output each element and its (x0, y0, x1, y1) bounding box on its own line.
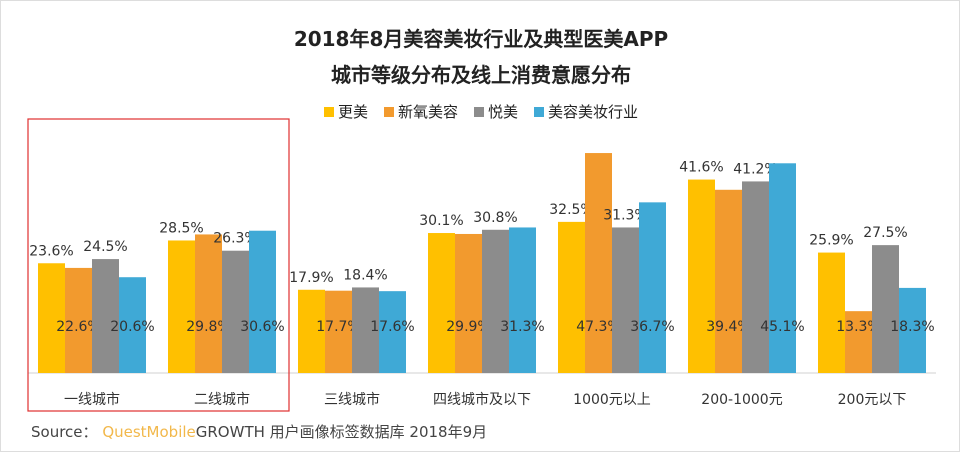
bar (168, 240, 195, 373)
data-label: 31.3% (603, 207, 647, 223)
bar (612, 227, 639, 373)
data-label: 23.6% (29, 243, 73, 259)
bar (298, 289, 325, 373)
legend-item: 美容美妆行业 (534, 101, 638, 122)
bar (899, 287, 926, 373)
bar (872, 245, 899, 373)
legend-swatch (323, 107, 334, 117)
x-tick-label: 200-1000元 (701, 392, 782, 408)
bar (715, 189, 742, 373)
data-label: 30.1% (419, 213, 463, 229)
data-label: 45.1% (760, 319, 804, 335)
bar (742, 181, 769, 373)
data-label: 26.3% (213, 231, 257, 247)
data-label: 32.5% (549, 202, 593, 218)
data-label: 30.6% (240, 319, 284, 335)
bar (352, 287, 379, 373)
bar (688, 179, 715, 373)
bar (119, 277, 146, 373)
source-brand: QuestMobile (102, 423, 196, 441)
bar (65, 267, 92, 373)
x-tick-label: 四线城市及以下 (433, 391, 531, 408)
data-label: 31.3% (500, 319, 544, 335)
x-tick-label: 二线城市 (194, 391, 250, 408)
data-label: 18.3% (890, 319, 934, 335)
legend-item: 新氧美容 (383, 101, 458, 122)
data-label: 24.5% (83, 239, 127, 255)
bar (509, 227, 536, 373)
highlight-box (27, 118, 290, 412)
data-label: 29.8% (186, 319, 230, 335)
data-label: 13.3% (836, 319, 880, 335)
data-label: 22.6% (56, 319, 100, 335)
data-label: 17.9% (289, 270, 333, 286)
bar (428, 233, 455, 373)
bar (92, 259, 119, 373)
bar (585, 153, 612, 373)
legend-label: 新氧美容 (397, 103, 458, 121)
legend-swatch (383, 107, 394, 117)
bar (482, 229, 509, 373)
x-tick-label: 200元以下 (838, 392, 907, 408)
bar (325, 290, 352, 373)
data-label: 20.6% (110, 319, 154, 335)
bar (558, 221, 585, 373)
legend-swatch (534, 107, 545, 117)
legend-swatch (474, 107, 484, 117)
legend-label: 更美 (337, 103, 368, 121)
bar (222, 250, 249, 373)
x-tick-label: 三线城市 (324, 391, 380, 408)
legend-label: 美容美妆行业 (548, 103, 639, 121)
legend-label: 悦美 (488, 103, 519, 121)
legend-item: 悦美 (474, 101, 518, 122)
bar (195, 234, 222, 373)
bar (639, 202, 666, 373)
data-label: 30.8% (473, 210, 517, 226)
legend-item: 更美 (323, 101, 368, 122)
data-label: 39.4% (706, 319, 750, 335)
x-tick-label: 1000元以上 (573, 392, 651, 408)
data-label: 41.6% (679, 160, 723, 176)
data-label: 28.5% (159, 220, 203, 236)
bar (249, 230, 276, 373)
data-label: 17.7% (316, 319, 360, 335)
data-label: 47.3% (576, 319, 620, 335)
data-label: 36.7% (630, 319, 674, 335)
source-text: GROWTH 用户画像标签数据库 2018年9月 (195, 423, 488, 441)
source-label: Source： (31, 423, 98, 441)
bar (455, 233, 482, 373)
data-label: 41.2% (733, 161, 777, 177)
x-tick-label: 一线城市 (64, 391, 120, 408)
bar (379, 291, 406, 373)
bar (38, 263, 65, 373)
bar (818, 252, 845, 373)
chart-title-line1: 2018年8月美容美妆行业及典型医美APP (293, 27, 669, 51)
data-label: 25.9% (809, 233, 853, 249)
data-label: 18.4% (343, 267, 387, 283)
data-label: 17.6% (370, 319, 414, 335)
bar (845, 311, 872, 373)
data-label: 29.9% (446, 319, 490, 335)
data-label: 27.5% (863, 225, 907, 241)
bar (769, 163, 796, 373)
source-note: Source： QuestMobileGROWTH 用户画像标签数据库 2018… (31, 421, 487, 442)
legend: 更美 新氧美容 悦美 美容美妆行业 (1, 101, 959, 122)
chart-title-line2: 城市等级分布及线上消费意愿分布 (331, 63, 631, 87)
